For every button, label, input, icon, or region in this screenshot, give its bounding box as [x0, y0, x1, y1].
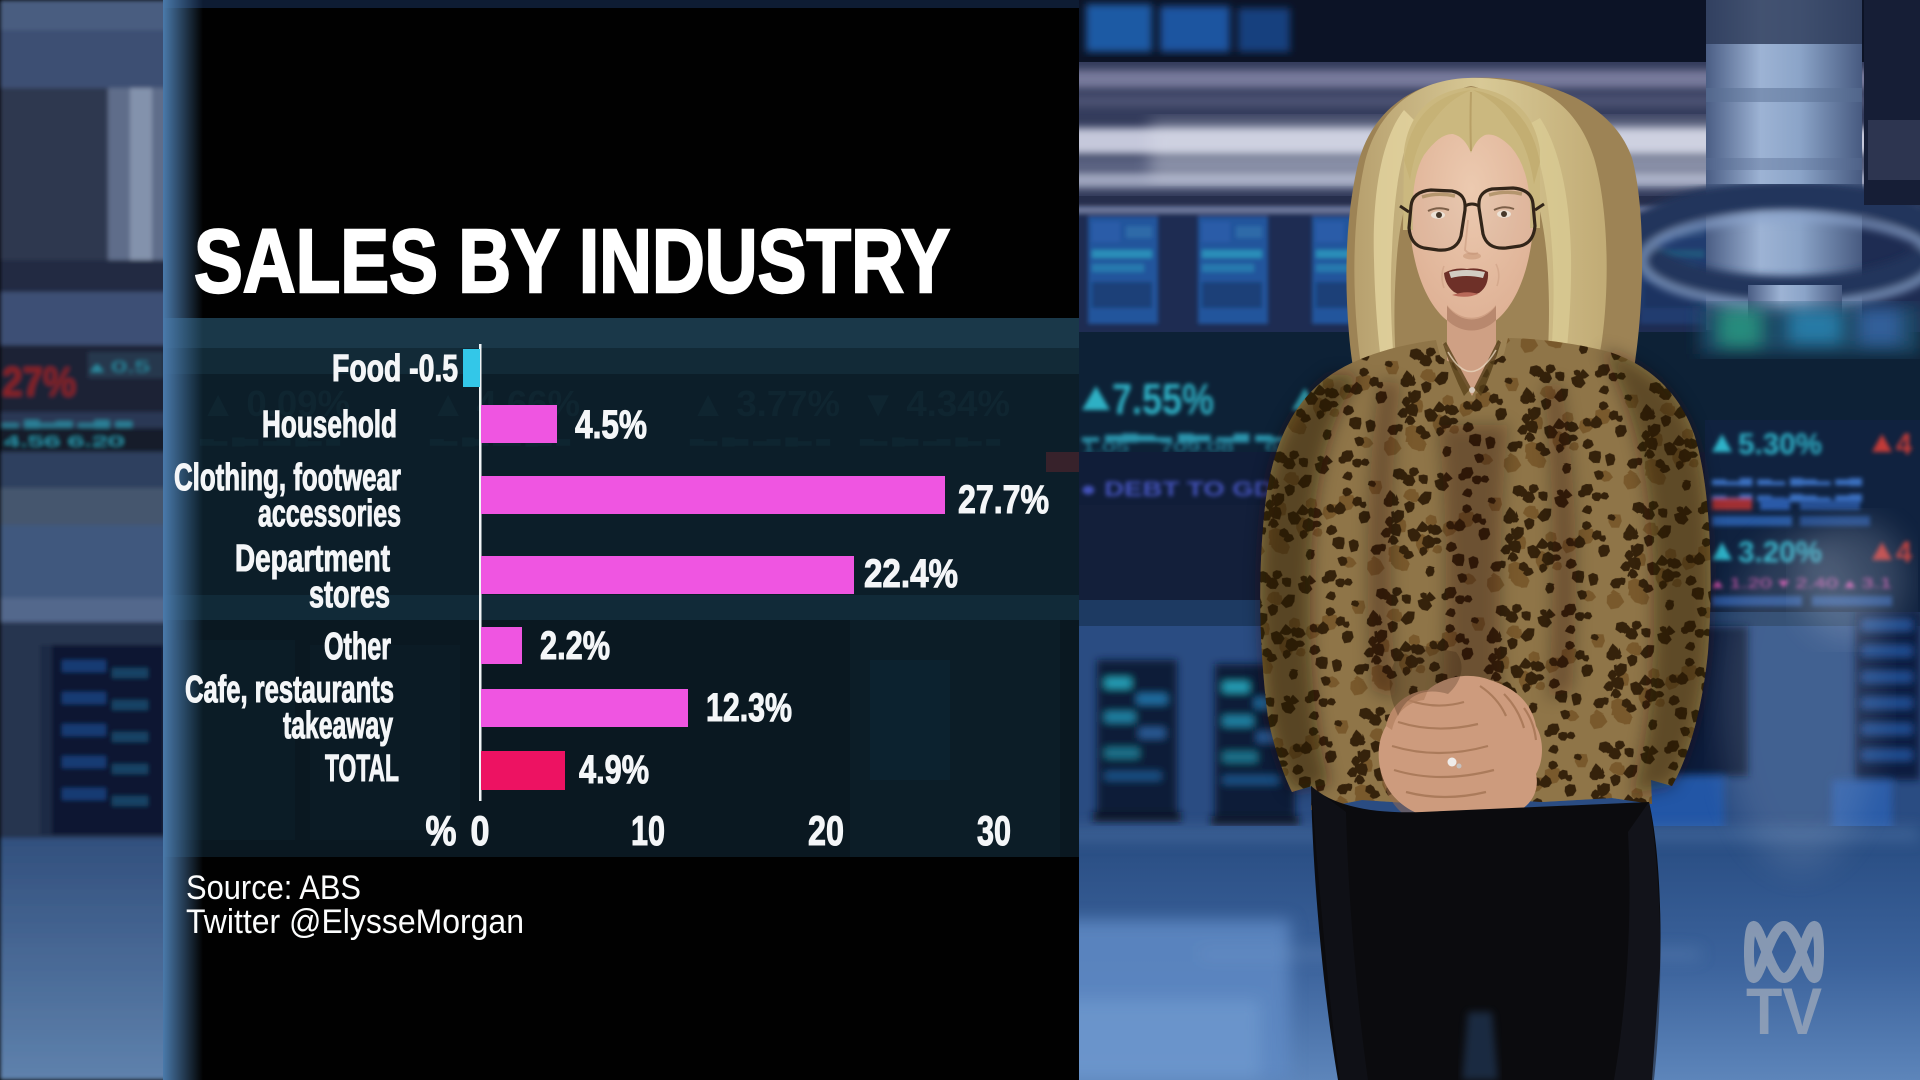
- svg-text:TV: TV: [1746, 974, 1822, 1048]
- svg-text:5.30%: 5.30%: [1738, 428, 1822, 461]
- svg-text:Department: Department: [235, 538, 390, 580]
- svg-text:%: %: [426, 807, 457, 854]
- svg-text:20: 20: [808, 807, 844, 854]
- svg-text:Source: ABS: Source: ABS: [186, 869, 361, 907]
- svg-text:10: 10: [631, 807, 665, 854]
- svg-text:4.56 6.20: 4.56 6.20: [4, 433, 124, 449]
- svg-text:30: 30: [977, 807, 1011, 854]
- svg-text:27%: 27%: [2, 358, 76, 405]
- svg-text:4.9%: 4.9%: [579, 748, 649, 792]
- svg-text:7.55%: 7.55%: [1112, 375, 1214, 424]
- svg-text:▴ 0.5: ▴ 0.5: [90, 359, 150, 376]
- svg-text:22.4%: 22.4%: [864, 552, 958, 596]
- svg-text:2.2%: 2.2%: [540, 624, 610, 668]
- svg-text:0: 0: [471, 807, 490, 854]
- svg-text:Clothing, footwear: Clothing, footwear: [174, 457, 401, 499]
- svg-text:▲ 0.09%: ▲ 0.09%: [200, 383, 350, 424]
- svg-text:Twitter @ElysseMorgan: Twitter @ElysseMorgan: [186, 903, 524, 941]
- svg-text:4.5%: 4.5%: [575, 403, 647, 447]
- svg-text:stores: stores: [309, 574, 390, 616]
- svg-text:accessories: accessories: [258, 493, 401, 535]
- svg-text:▲ 3.77%: ▲ 3.77%: [690, 383, 840, 424]
- svg-text:▃▂ ▄▃ ▂▃ ▄▂ ▃: ▃▂ ▄▃ ▂▃ ▄▂ ▃: [199, 429, 341, 447]
- svg-text:▃▂▄ ▃▂ ▄▃▂ ▃▄: ▃▂▄ ▃▂ ▄▃▂ ▃▄: [1711, 470, 1863, 486]
- svg-text:SALES BY INDUSTRY: SALES BY INDUSTRY: [194, 212, 950, 312]
- svg-text:● DEBT TO GDP: ● DEBT TO GDP: [1080, 478, 1292, 501]
- svg-text:▂ ▃▄▃▂ ▄▃ ▂▄ ▃▂▄▃: ▂ ▃▄▃▂ ▄▃ ▂▄ ▃▂▄▃: [1081, 425, 1323, 443]
- svg-text:▼ 4.34%: ▼ 4.34%: [860, 383, 1010, 424]
- svg-text:takeaway: takeaway: [283, 705, 393, 747]
- svg-text:Cafe, restaurants: Cafe, restaurants: [185, 669, 394, 711]
- svg-text:▃▂ ▄▃ ▂▃ ▄▂ ▃: ▃▂ ▄▃ ▂▃ ▄▂ ▃: [689, 429, 831, 447]
- svg-text:▃▂ ▄▃ ▂▃ ▄▂ ▃: ▃▂ ▄▃ ▂▃ ▄▂ ▃: [859, 429, 1001, 447]
- svg-text:1.05 709.08 6.20: 1.05 709.08 6.20: [1082, 439, 1312, 456]
- svg-text:Household: Household: [262, 404, 397, 446]
- svg-text:Food -0.5: Food -0.5: [332, 348, 458, 390]
- svg-text:Other: Other: [324, 626, 391, 668]
- svg-text:TOTAL: TOTAL: [325, 748, 399, 790]
- svg-text:4: 4: [1896, 428, 1912, 461]
- svg-text:12.3%: 12.3%: [706, 686, 792, 730]
- svg-text:27.7%: 27.7%: [958, 478, 1049, 522]
- svg-text:▂ ▄▂▃ ▂▄ ▃: ▂ ▄▂▃ ▂▄ ▃: [0, 412, 133, 428]
